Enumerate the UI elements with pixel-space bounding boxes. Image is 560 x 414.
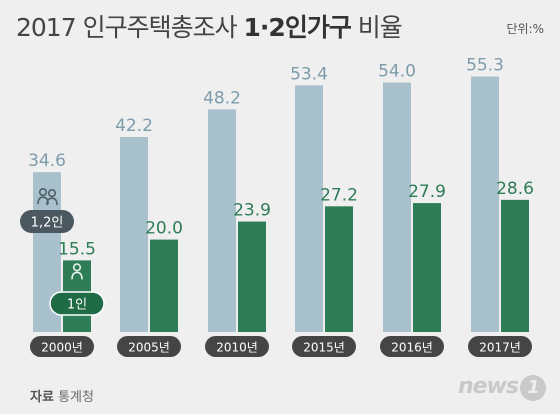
legend-badge-1-person (49, 291, 105, 316)
value-label-1-person: 27.9 (408, 182, 446, 202)
value-label-1-2-person: 34.6 (28, 151, 66, 171)
legend-label-1-2-person: 1,2인 (31, 216, 64, 231)
value-label-1-person: 27.2 (320, 185, 358, 205)
title-year: 2017 인구주택총조사 (16, 13, 238, 42)
bar-1-person (501, 199, 529, 332)
legend-label-1-person: 1인 (67, 298, 87, 313)
person-icon (46, 197, 58, 206)
bar-1-person (325, 206, 353, 332)
bar-1-person (413, 203, 441, 332)
year-label: 2016년 (391, 341, 433, 355)
logo-text: news (457, 374, 519, 399)
bar-1-2-person (120, 137, 148, 332)
year-label: 2000년 (41, 341, 83, 355)
unit-label: 단위:% (506, 22, 544, 36)
year-badge (468, 336, 532, 357)
person-icon (47, 189, 57, 198)
bar-1-2-person (295, 85, 323, 333)
value-label-1-2-person: 54.0 (378, 62, 416, 82)
year-badge (205, 336, 269, 357)
title-highlight: 1·2인가구 (243, 13, 352, 42)
bar-1-person (150, 239, 178, 332)
year-badge (292, 336, 356, 357)
person-icon (38, 188, 48, 197)
year-label: 2017년 (479, 341, 521, 355)
chart-title: 2017 인구주택총조사 1·2인가구 비율 (16, 8, 403, 44)
source-label: 자료 (30, 390, 54, 405)
bar-1-2-person (471, 76, 499, 332)
value-label-1-2-person: 55.3 (466, 56, 504, 76)
value-label-1-2-person: 48.2 (203, 88, 241, 108)
value-label-1-person: 15.5 (58, 239, 96, 259)
bar-1-2-person (208, 109, 236, 332)
year-badge (117, 336, 181, 357)
value-label-1-person: 28.6 (496, 179, 534, 199)
person-icon (71, 271, 83, 280)
source-note: 자료 통계청 (30, 386, 94, 405)
year-badge (380, 336, 444, 357)
bar-1-person (238, 221, 266, 332)
value-label-1-2-person: 42.2 (115, 116, 153, 136)
year-label: 2010년 (216, 341, 258, 355)
source-name: 통계청 (58, 390, 94, 405)
legend-badge-1-2-person (20, 210, 74, 233)
year-badge (30, 336, 94, 357)
title-suffix: 비율 (357, 13, 403, 42)
year-label: 2005년 (128, 341, 170, 355)
value-label-1-2-person: 53.4 (290, 64, 328, 84)
value-label-1-person: 20.0 (145, 219, 183, 239)
person-icon (72, 263, 82, 272)
value-label-1-person: 23.9 (233, 201, 271, 221)
year-label: 2015년 (303, 341, 345, 355)
bar-1-2-person (383, 82, 411, 333)
logo-mark: 1 (520, 375, 546, 401)
news1-logo: news 1 (458, 374, 546, 401)
